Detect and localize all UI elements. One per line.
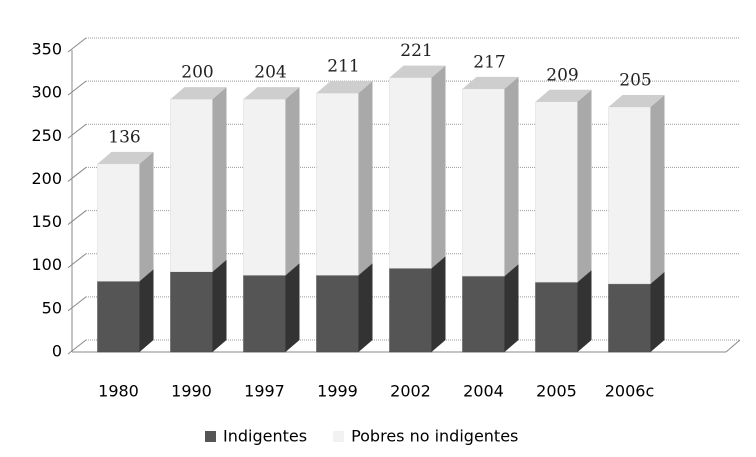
x-tick-label: 1980 [98, 382, 139, 401]
data-label: 200 [181, 63, 213, 83]
y-tick-label: 0 [52, 342, 62, 361]
bar-top [170, 87, 227, 100]
bar-segment [608, 106, 651, 285]
x-tick-label: 2002 [390, 382, 431, 401]
grid-line [67, 339, 87, 355]
bar-segment [462, 275, 505, 353]
bar-segment [462, 88, 505, 277]
y-tick-label: 200 [31, 169, 62, 188]
data-label: 204 [254, 63, 286, 83]
grid-line [67, 123, 87, 139]
bar-side [212, 259, 227, 352]
bar-top [535, 89, 592, 102]
x-tick-label: 1990 [171, 382, 212, 401]
data-label: 217 [473, 52, 505, 72]
y-tick-label: 150 [31, 212, 62, 231]
bar-top [97, 151, 154, 164]
y-tick-label: 250 [31, 126, 62, 145]
bar-top [608, 94, 665, 107]
bar-top [389, 65, 446, 78]
y-tick-label: 50 [42, 298, 62, 317]
bar-segment [170, 98, 213, 273]
x-tick-label: 2005 [536, 382, 577, 401]
bar-side [577, 270, 592, 352]
bar-side [285, 87, 300, 276]
bar-segment [170, 271, 213, 353]
bar-segment [535, 281, 578, 353]
y-tick-label: 350 [31, 40, 62, 59]
data-label: 209 [546, 65, 578, 85]
grid-line [67, 80, 87, 96]
bar-segment [243, 98, 286, 276]
legend-swatch [205, 431, 216, 442]
x-axis [725, 339, 741, 353]
x-tick-label: 2004 [463, 382, 504, 401]
legend-label: Indigentes [223, 427, 307, 446]
bar-side [358, 81, 373, 276]
bar-side [212, 87, 227, 272]
grid-line [67, 37, 87, 53]
bar-side [358, 263, 373, 352]
data-label: 211 [327, 57, 359, 77]
grid-line [67, 296, 87, 312]
x-tick-label: 1999 [317, 382, 358, 401]
bar-side [577, 89, 592, 283]
bar-segment [243, 274, 286, 353]
bar-side [139, 151, 154, 282]
grid-line [67, 210, 87, 225]
x-tick-label: 1997 [244, 382, 285, 401]
bar-top [316, 81, 373, 94]
bar-side [139, 269, 154, 352]
bar-segment [316, 92, 359, 276]
bar-side [650, 271, 665, 352]
grid-line [67, 253, 87, 269]
bar-segment [316, 274, 359, 353]
bar-segment [389, 77, 432, 269]
bar-segment [535, 101, 578, 283]
bar-top [462, 76, 519, 89]
x-tick-label: 2006c [605, 382, 655, 401]
data-label: 221 [400, 41, 432, 61]
bar-side [431, 65, 446, 269]
bar-top [243, 87, 300, 100]
bar-side [285, 263, 300, 352]
bar-side [504, 264, 519, 352]
data-label: 205 [619, 70, 651, 90]
bar-segment [97, 280, 140, 353]
bar-side [431, 256, 446, 352]
legend-swatch [333, 431, 345, 442]
data-label: 136 [108, 127, 140, 147]
legend-label: Pobres no indigentes [351, 427, 518, 446]
y-tick-label: 300 [31, 83, 62, 102]
bar-segment [97, 163, 140, 282]
bar-segment [389, 268, 432, 353]
bar-side [650, 94, 665, 284]
grid-line [67, 167, 87, 182]
bar-segment [608, 283, 651, 353]
bar-side [504, 76, 519, 277]
y-tick-label: 100 [31, 255, 62, 274]
